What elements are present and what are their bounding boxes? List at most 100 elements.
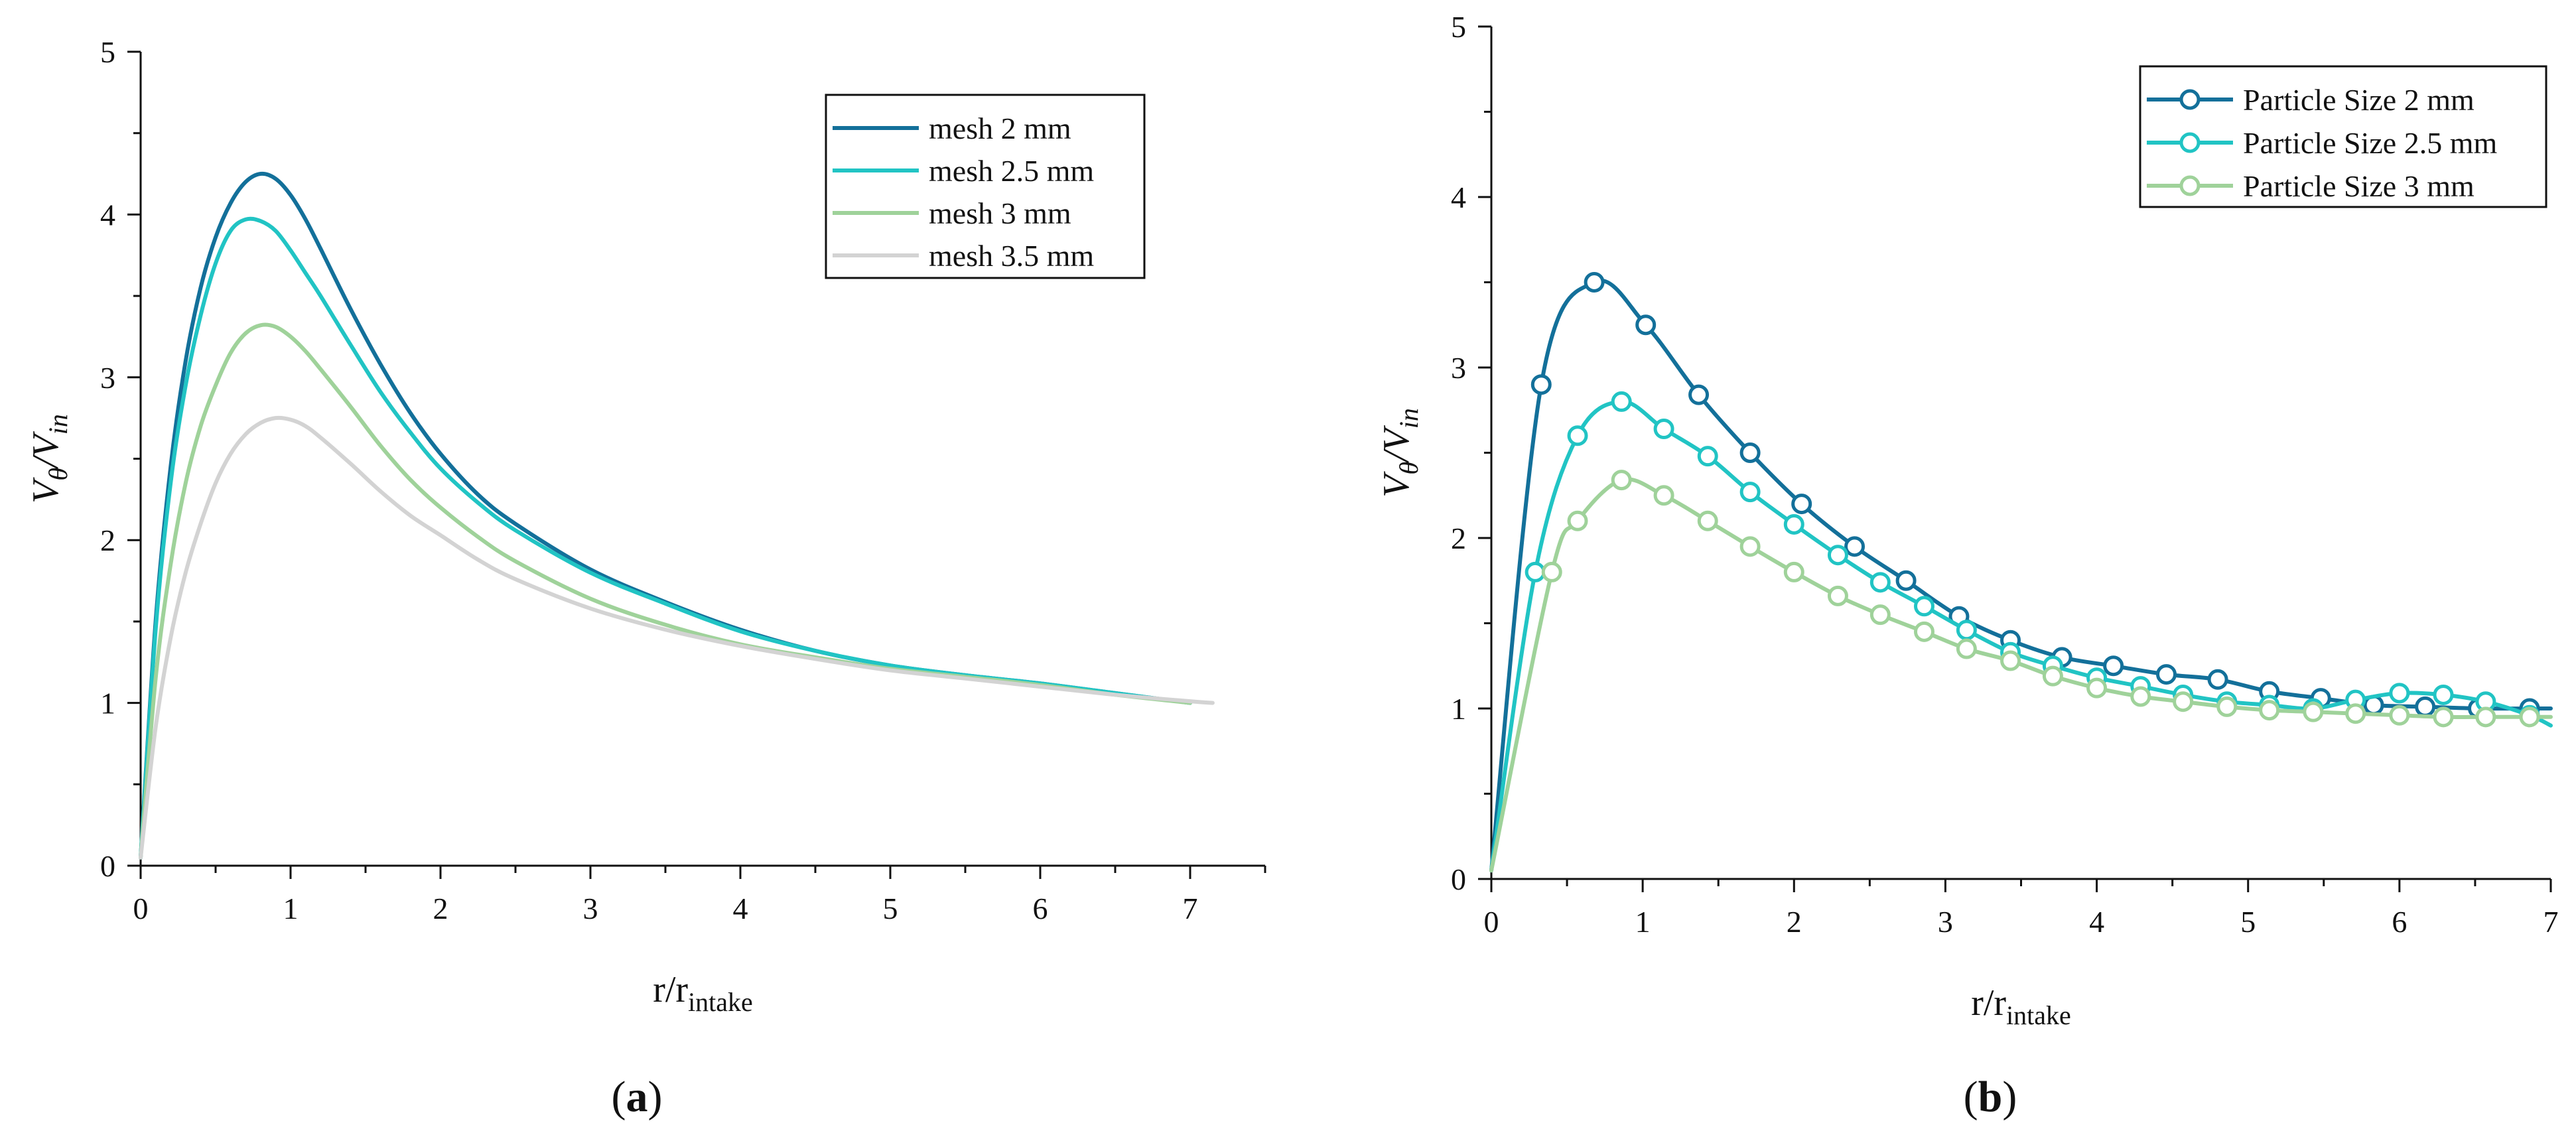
series-2-point [1525,561,1546,582]
x-tick-label: 6 [1033,892,1048,925]
series-1-point [1791,494,1812,515]
x-tick-label: 1 [283,892,299,925]
series-3-point [1541,561,1562,582]
series-3-point [2519,706,2540,728]
x-tick-label: 7 [1183,892,1198,925]
series-3-point [1653,485,1674,506]
y-axis-title: Vθ/Vin [25,414,73,503]
series-2-point [1827,545,1848,566]
series-3-point [1611,470,1632,491]
legend-box [2139,65,2547,208]
series-line-2 [1489,399,2553,873]
y-tick-label: 4 [1451,180,1466,214]
series-2-point [2433,684,2454,705]
series-2-point [1739,482,1761,503]
legend-marker-1 [2179,89,2201,110]
x-tick-label: 2 [1787,905,1802,939]
legend: mesh 2 mm mesh 2.5 mm mesh 3 mm mesh 3.5 mm [825,94,1146,279]
series-2-point [1913,596,1934,617]
y-tick-label: 1 [1451,692,1466,726]
legend-label-4: mesh 3.5 mm [929,239,1094,273]
y-tick-label: 0 [1451,862,1466,896]
legend-label-2: Particle Size 2.5 mm [2243,126,2497,160]
legend-marker-3 [2179,175,2201,196]
x-tick-label: 6 [2392,905,2407,939]
y-tick-label: 5 [1451,10,1466,44]
series-3-point [2389,704,2410,726]
y-tick-label: 3 [100,361,115,395]
series-2-point [1611,391,1632,412]
series-2-point [1783,513,1804,535]
series-3-point [1567,510,1588,531]
series-3-point [1827,585,1848,606]
y-tick-label: 1 [100,687,115,720]
y-tick-label: 2 [1451,521,1466,555]
x-tick-label: 4 [733,892,748,925]
legend-marker-2 [2179,132,2201,153]
series-1-point [1739,442,1761,463]
legend-label-3: mesh 3 mm [929,196,1071,230]
legend-box [825,94,1146,279]
panel-label-b: (b) [1964,1073,2017,1121]
series-1-point [1688,384,1710,405]
y-tick-label: 4 [100,198,115,232]
series-3-point [2216,696,2238,717]
series-3-point [2259,700,2280,721]
y-axis-title: Vθ/Vin [1376,408,1424,498]
series-3-point [2433,706,2454,728]
series-3-point [1783,561,1804,582]
series-line-1 [1489,279,2553,873]
series-line-3 [139,322,1192,860]
series-3-point [2475,706,2496,728]
y-tick-label: 2 [100,523,115,557]
x-tick-label: 7 [2543,905,2559,939]
x-tick-label: 5 [2240,905,2256,939]
series-2-point [1653,419,1674,440]
series-3-point [2000,650,2021,671]
series-3-point [2303,701,2324,722]
x-tick-label: 4 [2089,905,2104,939]
x-tick-label: 1 [1635,905,1651,939]
x-axis-title: r/rintake [653,969,753,1017]
legend-label-3: Particle Size 3 mm [2243,169,2474,203]
series-1-point [2156,664,2177,685]
series-3-point [1869,604,1891,626]
series-3-point [2173,691,2194,712]
legend-label-2: mesh 2.5 mm [929,154,1094,188]
series-3-point [1739,536,1761,557]
y-tick-label: 0 [100,849,115,883]
x-tick-label: 0 [1484,905,1499,939]
legend-label-1: Particle Size 2 mm [2243,83,2474,117]
series-3-point [1913,621,1934,642]
series-3-point [2130,686,2151,707]
series-1-point [1844,536,1865,557]
series-1-point [1895,570,1917,591]
series-1-point [1584,272,1605,293]
x-tick-label: 0 [133,892,149,925]
chart-b: 0 1 2 3 4 5 6 7 0 1 2 3 4 5 r/rintake Vθ/Vin Particle Si… [1376,10,2559,1030]
y-tick-label: 5 [100,35,115,69]
panel-label-a: (a) [612,1073,663,1121]
series-2-point [1869,572,1891,593]
series-line-2 [139,216,1192,860]
series-1-point [2207,669,2228,690]
y-tick-label: 3 [1451,351,1466,385]
series-line-3 [1489,477,2553,873]
series-2-point [1956,620,1977,641]
x-tick-label: 2 [433,892,448,925]
legend-label-1: mesh 2 mm [929,111,1071,145]
x-tick-label: 3 [583,892,598,925]
x-axis-title: r/rintake [1971,982,2071,1030]
x-tick-label: 3 [1938,905,1953,939]
series-1-point [1530,374,1552,395]
series-3-point [2086,677,2108,699]
series-2-point [1697,446,1718,467]
series-1-point [1635,314,1657,336]
series-2-point [1567,425,1588,446]
series-3-point [1956,638,1977,659]
series-1-point [2415,696,2436,717]
series-3-point [1697,510,1718,531]
series-line-4 [139,415,1215,860]
